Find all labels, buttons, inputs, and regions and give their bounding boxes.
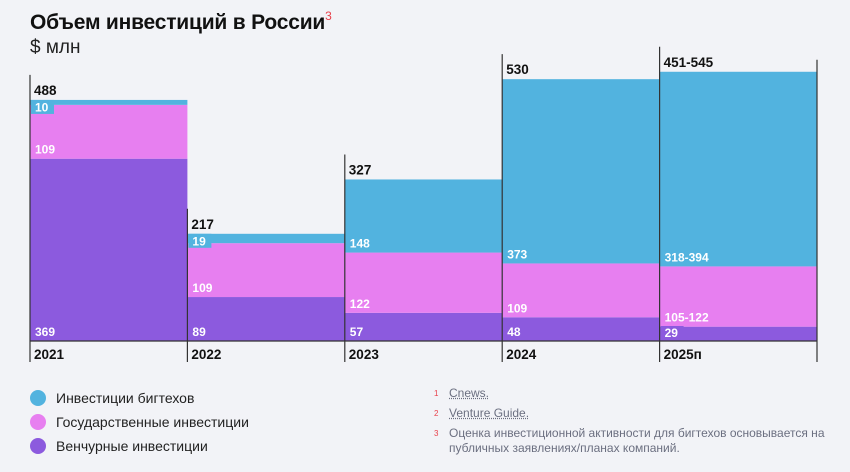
x-tick-label: 2023 — [349, 347, 380, 362]
x-tick-label: 2025п — [664, 347, 702, 362]
title-footnote: 3 — [325, 9, 332, 23]
bar-segment — [659, 266, 817, 327]
bar-segment — [187, 297, 345, 341]
legend: Инвестиции бигтехов Государственные инве… — [30, 386, 249, 458]
title-text: Объем инвестиций в России — [30, 11, 326, 34]
bar-segment — [502, 79, 660, 264]
bar-segment — [344, 252, 503, 313]
total-label: 530 — [506, 62, 529, 77]
bar-segment — [30, 158, 188, 341]
data-label-background — [660, 326, 684, 340]
total-label: 217 — [191, 217, 214, 232]
data-label: 19 — [192, 234, 206, 248]
total-label: 327 — [349, 162, 372, 177]
data-label: 109 — [192, 281, 212, 295]
bar-segment — [659, 71, 817, 267]
data-label: 122 — [350, 297, 370, 311]
stacked-bar-chart: 369 109 10 488 2021 89 109 19 217 2022 57 122 148 327… — [29, 46, 818, 362]
data-label: 373 — [507, 247, 527, 261]
total-label: 488 — [34, 83, 57, 98]
footnotes: 1 Cnews. 2 Venture Guide. 3 Оценка инвестиц… — [434, 386, 834, 461]
legend-swatch — [30, 438, 46, 454]
bar-segment — [30, 104, 188, 159]
legend-label: Государственные инвестиции — [56, 414, 249, 430]
data-label: 318-394 — [665, 250, 709, 264]
data-label: 89 — [192, 325, 206, 339]
footnote-number: 3 — [434, 429, 439, 438]
total-label: 451-545 — [664, 55, 714, 70]
chart-subtitle: $ млн — [30, 37, 81, 58]
data-label: 57 — [350, 325, 364, 339]
legend-item-bigtech: Инвестиции бигтехов — [30, 386, 249, 410]
legend-label: Инвестиции бигтехов — [56, 390, 195, 406]
bar-segment — [659, 326, 817, 341]
x-tick-label: 2024 — [506, 347, 537, 362]
data-label: 10 — [35, 100, 49, 114]
data-label: 109 — [35, 143, 55, 157]
footnote-1: 1 Cnews. — [434, 386, 834, 401]
data-label: 29 — [665, 326, 679, 340]
data-label: 369 — [35, 325, 55, 339]
data-label-background — [31, 99, 54, 114]
footnote-link-venture-guide[interactable]: Venture Guide. — [449, 406, 530, 420]
data-label: 109 — [507, 301, 527, 315]
x-tick-label: 2022 — [191, 347, 221, 362]
legend-swatch — [30, 414, 46, 430]
legend-swatch — [30, 390, 46, 406]
data-label: 148 — [350, 237, 370, 251]
data-label-background — [188, 233, 212, 248]
footnote-2: 2 Venture Guide. — [434, 406, 834, 421]
bar-segment — [187, 243, 345, 298]
bar-segment — [344, 179, 503, 253]
bar-segment — [187, 233, 345, 244]
bar-segment — [344, 312, 503, 341]
x-tick-label: 2021 — [34, 347, 65, 362]
legend-item-government: Государственные инвестиции — [30, 410, 249, 434]
chart-title: Объем инвестиций в России3 — [30, 9, 332, 35]
footnote-number: 1 — [434, 389, 439, 398]
footnote-number: 2 — [434, 409, 439, 418]
footnote-link-cnews[interactable]: Cnews. — [449, 386, 490, 400]
data-label: 105-122 — [665, 311, 709, 325]
footnote-3: 3 Оценка инвестиционной активности для би… — [434, 426, 834, 456]
legend-item-venture: Венчурные инвестиции — [30, 434, 249, 458]
bar-segment — [30, 99, 188, 105]
bar-segment — [502, 263, 660, 318]
footnote-text: Оценка инвестиционной активности для биг… — [449, 426, 825, 455]
legend-label: Венчурные инвестиции — [56, 438, 208, 454]
bar-segment — [502, 317, 660, 341]
data-label: 48 — [507, 325, 521, 339]
